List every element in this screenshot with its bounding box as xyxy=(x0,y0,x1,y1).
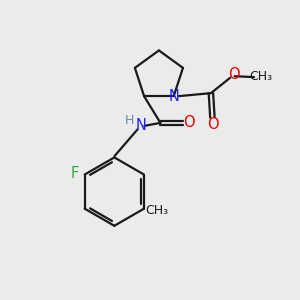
Text: N: N xyxy=(135,118,146,134)
Text: H: H xyxy=(125,114,134,127)
Text: N: N xyxy=(169,88,180,104)
Text: O: O xyxy=(228,67,240,82)
Text: F: F xyxy=(70,166,79,181)
Text: CH₃: CH₃ xyxy=(249,70,272,83)
Text: CH₃: CH₃ xyxy=(145,204,168,217)
Text: O: O xyxy=(207,117,218,132)
Text: O: O xyxy=(183,116,195,130)
